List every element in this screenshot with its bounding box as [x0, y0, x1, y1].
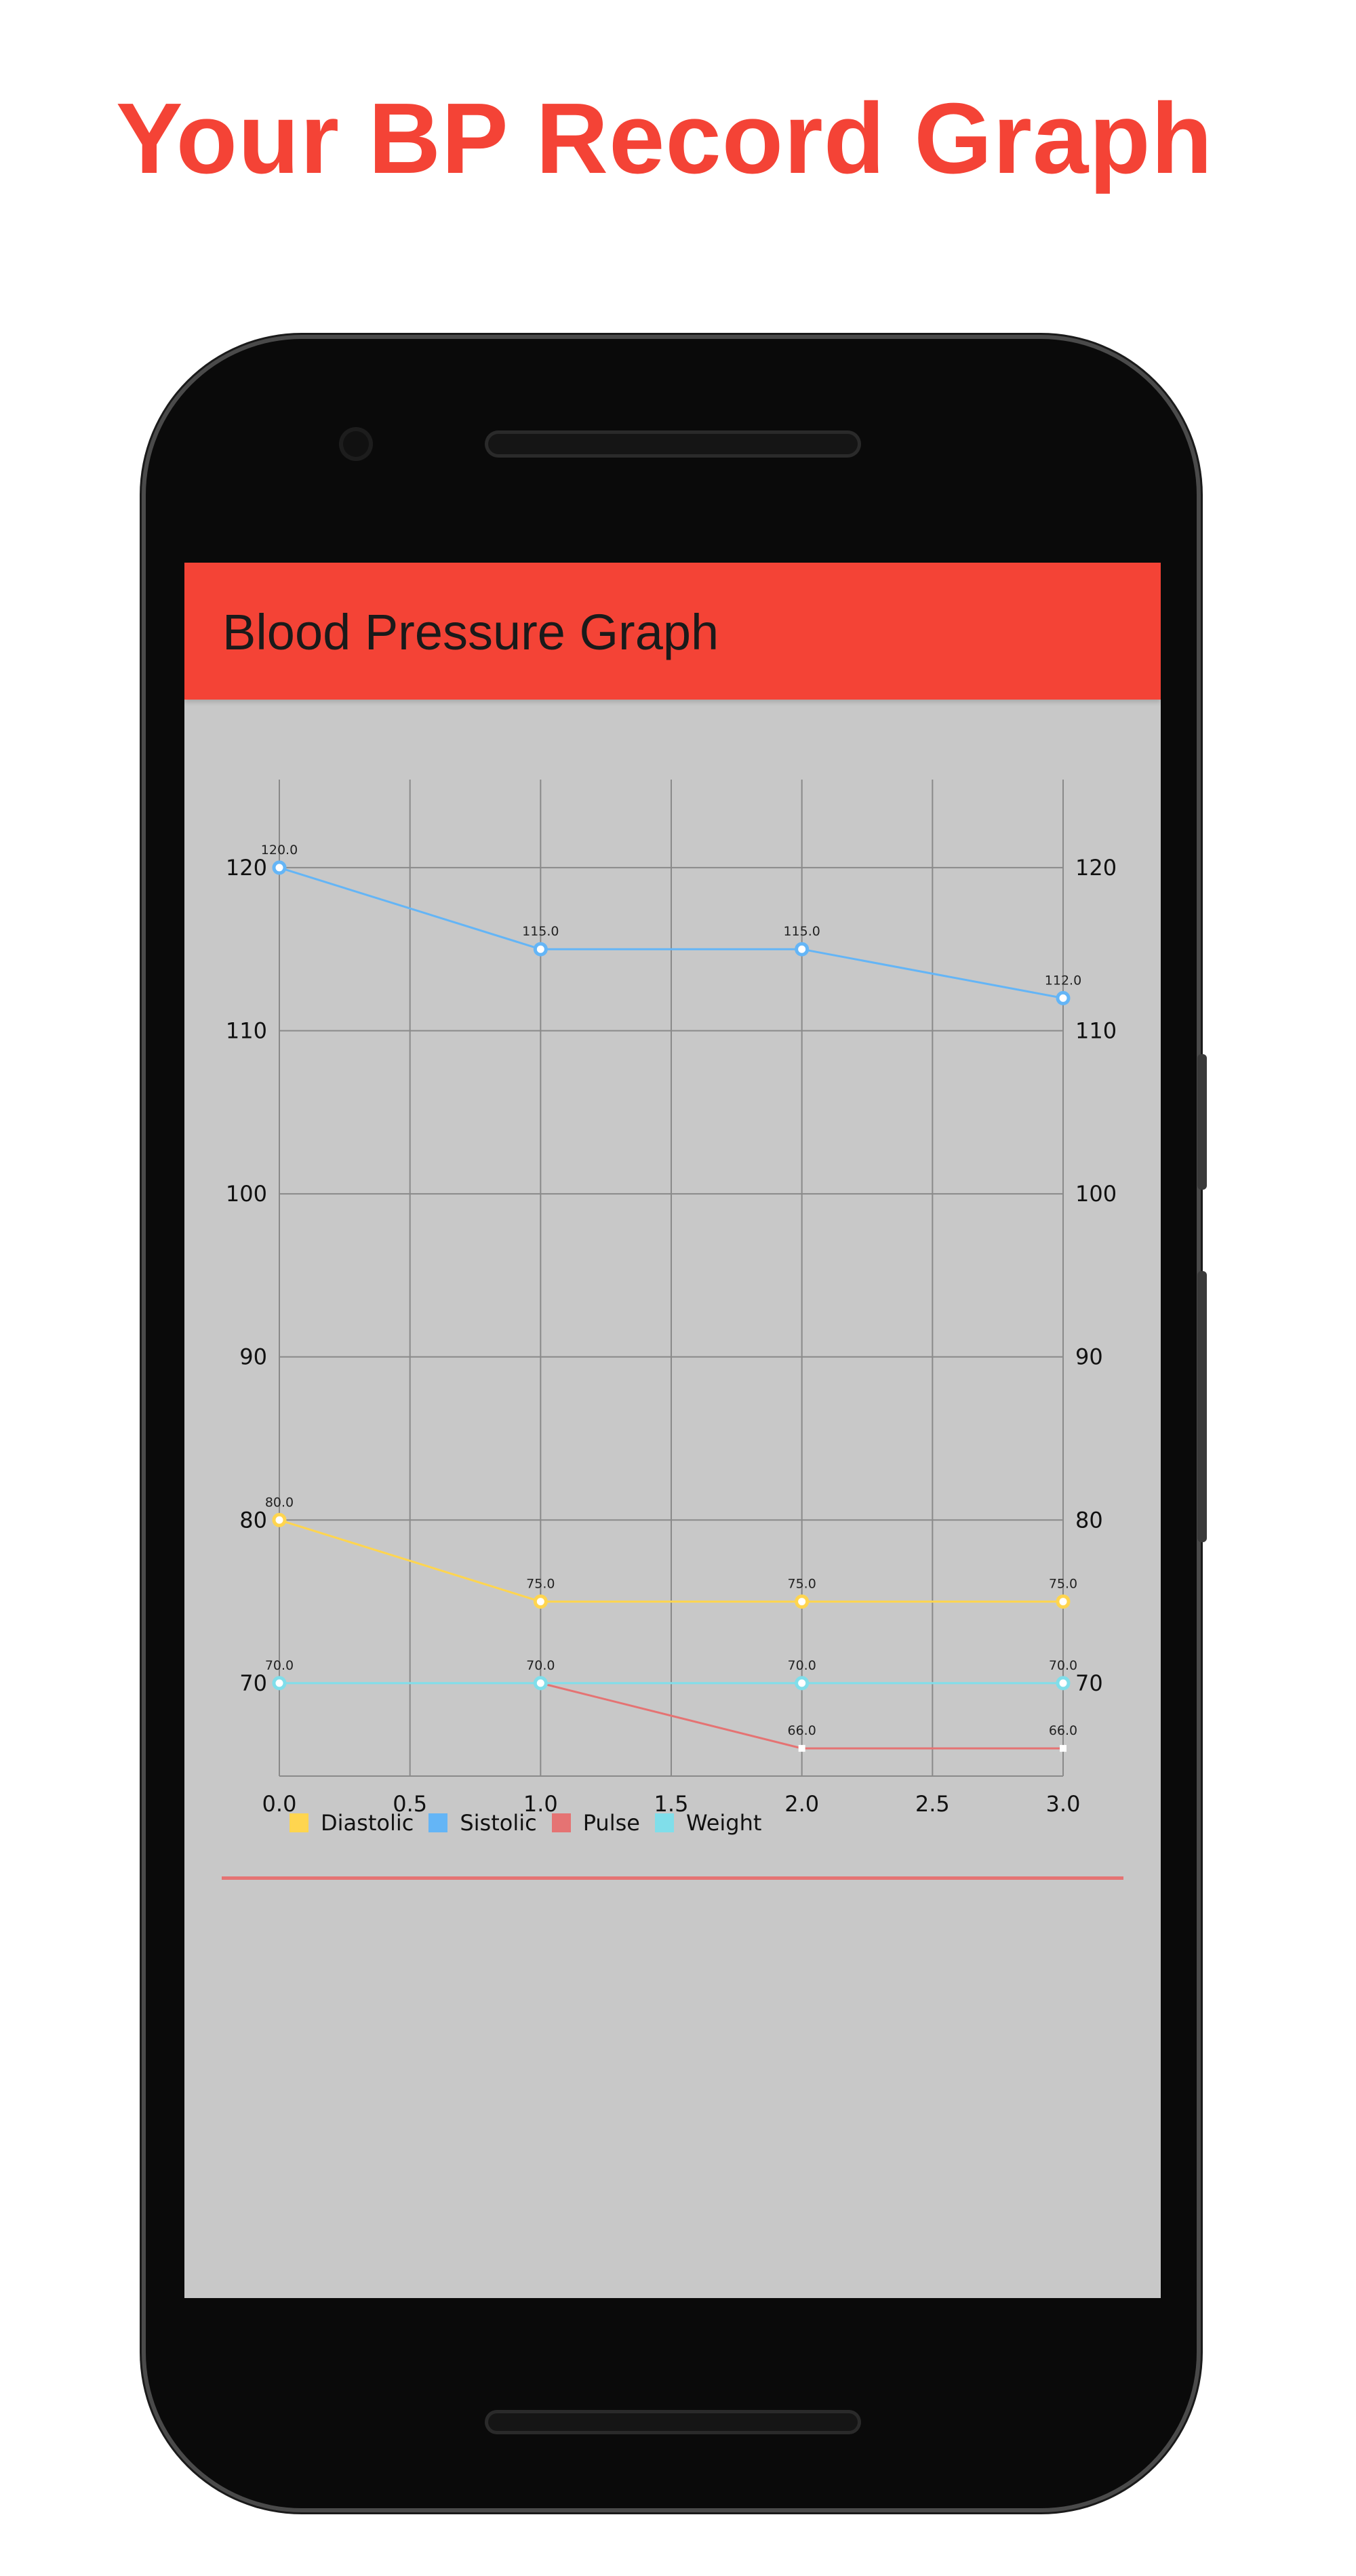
app-screen: Blood Pressure Graph 70 70 80 80 90 90 100 100 1…	[184, 563, 1161, 2298]
y-tick-label-left: 110	[226, 1018, 267, 1044]
legend-swatch	[290, 1813, 308, 1832]
legend-label: Pulse	[582, 1810, 640, 1836]
x-tick-label: 3.0	[1046, 1791, 1081, 1817]
front-camera	[339, 427, 373, 461]
x-tick-label: 2.5	[915, 1791, 950, 1817]
y-tick-label-right: 90	[1075, 1344, 1103, 1370]
legend-swatch	[428, 1813, 448, 1832]
power-button	[1197, 1054, 1207, 1190]
data-label: 80.0	[265, 1495, 294, 1510]
y-tick-label-right: 100	[1075, 1181, 1117, 1207]
data-label: 66.0	[1049, 1723, 1077, 1738]
legend-swatch	[551, 1813, 571, 1832]
data-point	[1060, 1745, 1066, 1752]
y-tick-label-left: 100	[226, 1181, 267, 1207]
y-tick-label-right: 110	[1075, 1018, 1117, 1044]
legend-label: Weight	[685, 1810, 762, 1836]
legend-item-diastolic: Diastolic	[290, 1810, 414, 1836]
data-label: 70.0	[788, 1658, 816, 1673]
data-point	[272, 1676, 287, 1691]
data-label: 70.0	[265, 1658, 294, 1673]
y-tick-label-right: 120	[1075, 855, 1117, 881]
data-point	[795, 942, 810, 957]
x-tick-label: 1.0	[523, 1791, 558, 1817]
data-label: 75.0	[1049, 1577, 1077, 1592]
legend-label: Diastolic	[321, 1810, 414, 1836]
legend-label: Sistolic	[460, 1810, 537, 1836]
data-point	[533, 942, 548, 957]
volume-button	[1197, 1271, 1207, 1542]
x-tick-label: 1.5	[654, 1791, 689, 1817]
data-label: 115.0	[522, 924, 559, 939]
data-point	[795, 1676, 810, 1691]
data-label: 70.0	[526, 1658, 555, 1673]
bp-line-chart: 70 70 80 80 90 90 100 100 110 110 120 120 0.0 0.5 1.0 1…	[226, 780, 1117, 1817]
y-tick-label-left: 80	[239, 1507, 267, 1533]
promo-title: Your BP Record Graph	[115, 83, 1214, 195]
data-label: 112.0	[1045, 973, 1081, 988]
data-label: 75.0	[788, 1577, 816, 1592]
series-line-sistolic	[279, 866, 1064, 999]
x-tick-label: 0.5	[393, 1791, 427, 1817]
legend-item-sistolic: Sistolic	[428, 1810, 537, 1836]
data-label: 66.0	[788, 1723, 816, 1738]
y-tick-label-right: 80	[1075, 1507, 1103, 1533]
data-label: 75.0	[526, 1577, 555, 1592]
legend-item-pulse: Pulse	[551, 1810, 640, 1836]
data-label: 120.0	[261, 843, 298, 858]
data-point	[272, 1512, 287, 1527]
y-tick-label-right: 70	[1075, 1670, 1103, 1696]
app-bar: Blood Pressure Graph	[184, 563, 1161, 700]
x-tick-label: 0.0	[262, 1791, 297, 1817]
page-title: Blood Pressure Graph	[222, 604, 719, 660]
bottom-speaker	[485, 2410, 861, 2434]
legend-swatch	[654, 1813, 674, 1832]
divider-line	[222, 1876, 1123, 1880]
data-point	[533, 1594, 548, 1609]
series-line-diastolic	[279, 1518, 1063, 1603]
data-point	[272, 860, 287, 875]
data-point	[533, 1676, 548, 1691]
data-point	[795, 1594, 810, 1609]
x-tick-label: 2.0	[784, 1791, 819, 1817]
data-point	[1056, 990, 1071, 1005]
y-tick-label-left: 90	[239, 1344, 267, 1370]
data-label: 70.0	[1049, 1658, 1077, 1673]
data-point	[1056, 1676, 1071, 1691]
data-point	[1056, 1594, 1071, 1609]
chart-legend: Diastolic Sistolic Pulse Weight	[290, 1810, 776, 1836]
earpiece-speaker	[485, 430, 861, 458]
data-point	[798, 1745, 805, 1752]
y-tick-label-left: 70	[239, 1670, 267, 1696]
legend-item-weight: Weight	[654, 1810, 762, 1836]
y-tick-label-left: 120	[226, 855, 267, 881]
data-label: 115.0	[783, 924, 820, 939]
